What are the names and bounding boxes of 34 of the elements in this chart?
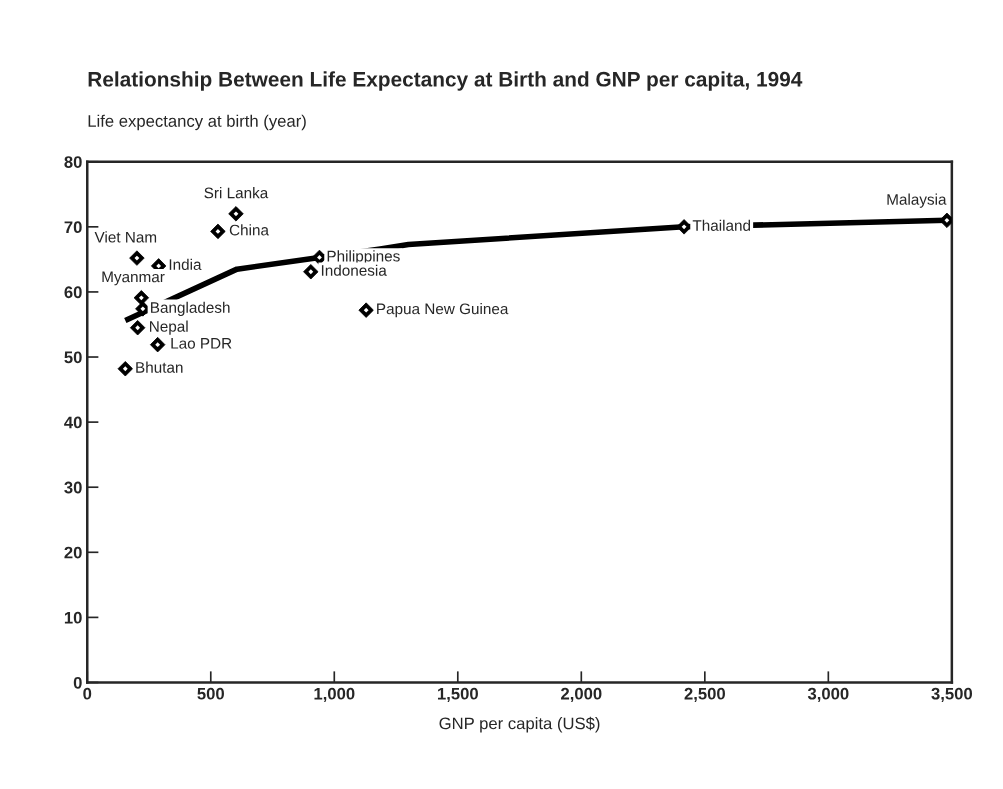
x-tick-label: 1,500 <box>438 687 478 702</box>
x-tick-label: 1,000 <box>314 687 355 702</box>
y-tick-label: 30 <box>64 481 82 494</box>
annotation: Viet Nam <box>94 231 157 243</box>
x-axis-title: GNP per capita (US$) <box>439 716 600 733</box>
y-tick-label: 60 <box>64 286 82 299</box>
annotation: Malaysia <box>887 193 947 208</box>
annotation: Lao PDR <box>171 338 232 349</box>
annotation: Sri Lanka <box>204 187 269 199</box>
y-tick-label: 40 <box>64 416 82 429</box>
chart-title: Relationship Between Life Expectancy at Birth and GNP per capita, 1994 <box>88 71 803 91</box>
annotation: China <box>229 224 269 236</box>
annotation: Bangladesh <box>151 301 230 316</box>
annotation: Philippines <box>327 250 400 265</box>
y-tick-label: 10 <box>64 611 82 624</box>
y-tick-label: 50 <box>64 351 82 364</box>
x-tick-label: 3,000 <box>807 687 849 702</box>
annotation: Thailand <box>692 219 751 231</box>
annotation: India <box>169 258 202 270</box>
x-tick-label: 2,000 <box>561 687 602 702</box>
x-tick-label: 0 <box>83 687 92 700</box>
x-tick-label: 3,500 <box>931 687 973 702</box>
y-tick-label: 70 <box>64 221 82 234</box>
annotation: Indonesia <box>321 264 387 276</box>
y-tick-label: 80 <box>64 156 82 168</box>
x-tick-label: 2,500 <box>684 687 725 702</box>
annotation: Myanmar <box>102 271 165 286</box>
annotation: Nepal <box>150 320 188 335</box>
y-tick-label: 20 <box>64 546 82 559</box>
x-tick-label: 500 <box>197 687 224 700</box>
y-tick-label: 0 <box>73 676 82 689</box>
y-axis-title: Life expectancy at birth (year) <box>88 114 306 131</box>
annotation: Bhutan <box>136 361 183 373</box>
annotation: Papua New Guinea <box>377 303 509 318</box>
